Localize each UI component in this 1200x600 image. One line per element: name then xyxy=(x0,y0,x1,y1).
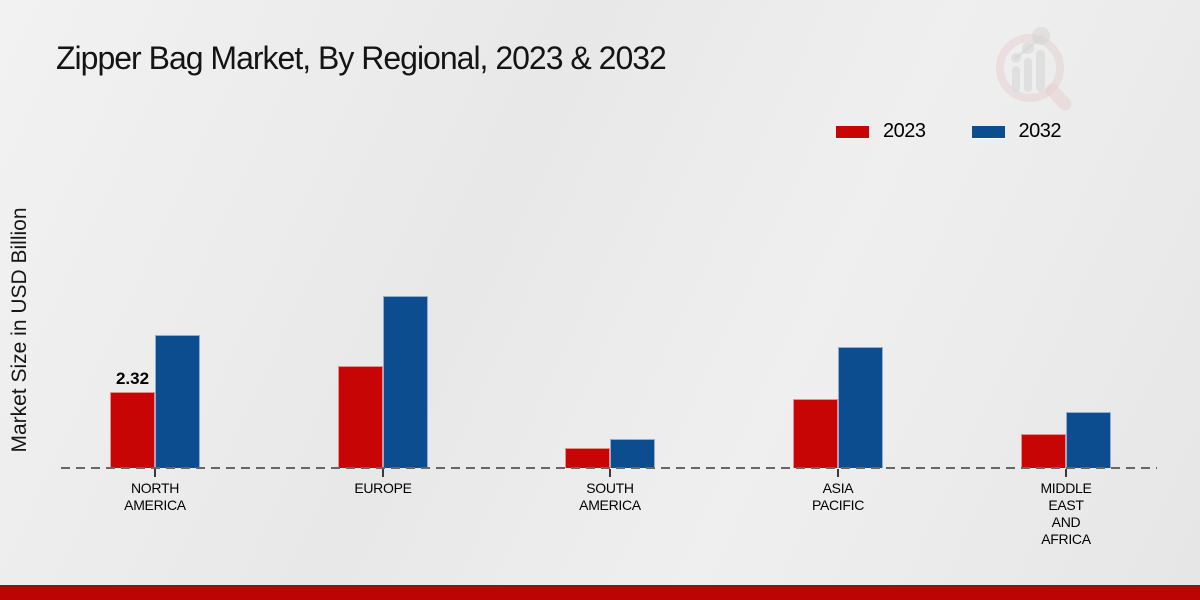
category-label-middle-east-and-africa: MIDDLE EAST AND AFRICA xyxy=(1040,480,1092,547)
bar-2023-north-america xyxy=(110,392,155,468)
chart-title: Zipper Bag Market, By Regional, 2023 & 2… xyxy=(56,40,667,76)
watermark-logo-icon xyxy=(996,27,1072,111)
bar-2023-south-america xyxy=(565,448,610,468)
legend-label-2023: 2023 xyxy=(883,120,926,142)
legend-item-2023: 2023 xyxy=(836,120,926,143)
bottom-accent-band xyxy=(0,585,1200,600)
axis-tick-europe xyxy=(382,469,384,477)
legend: 2023 2032 xyxy=(836,120,1061,143)
bar-2023-europe xyxy=(338,366,383,468)
category-label-north-america: NORTH AMERICA xyxy=(124,480,186,513)
category-label-asia-pacific: ASIA PACIFIC xyxy=(811,480,865,513)
axis-tick-south-america xyxy=(609,469,611,477)
axis-tick-middle-east-and-africa xyxy=(1065,469,1067,477)
category-label-europe: EUROPE xyxy=(354,480,412,496)
bar-2032-north-america xyxy=(155,335,200,468)
x-axis-baseline xyxy=(61,467,1157,469)
category-label-south-america: SOUTH AMERICA xyxy=(579,480,641,513)
bar-2032-middle-east-and-africa xyxy=(1066,412,1111,468)
bar-2032-south-america xyxy=(610,439,655,468)
axis-tick-asia-pacific xyxy=(837,469,839,477)
legend-swatch-2023-icon xyxy=(836,125,869,138)
legend-item-2032: 2032 xyxy=(971,120,1062,143)
bar-value-label-north-america: 2.32 xyxy=(115,369,150,388)
bar-2023-middle-east-and-africa xyxy=(1021,434,1066,468)
bar-2032-europe xyxy=(383,296,428,468)
legend-swatch-2032-icon xyxy=(971,125,1005,138)
bar-2032-asia-pacific xyxy=(838,347,883,468)
legend-label-2032: 2032 xyxy=(1018,120,1062,142)
bar-2023-asia-pacific xyxy=(793,399,838,468)
axis-tick-north-america xyxy=(154,469,156,477)
